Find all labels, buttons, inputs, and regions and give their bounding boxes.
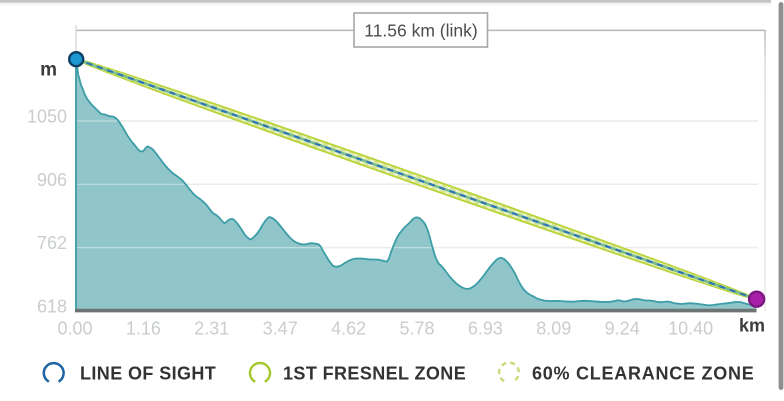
- svg-text:1ST FRESNEL ZONE: 1ST FRESNEL ZONE: [283, 364, 466, 384]
- svg-text:10.40: 10.40: [668, 319, 713, 339]
- svg-text:9.24: 9.24: [605, 319, 640, 339]
- svg-text:LINE OF SIGHT: LINE OF SIGHT: [80, 364, 216, 384]
- svg-text:906: 906: [37, 170, 67, 190]
- svg-text:km: km: [739, 316, 765, 336]
- svg-text:m: m: [40, 60, 57, 81]
- svg-text:1.16: 1.16: [126, 319, 161, 339]
- svg-text:618: 618: [37, 296, 67, 316]
- svg-text:3.47: 3.47: [263, 319, 298, 339]
- svg-text:4.62: 4.62: [331, 319, 366, 339]
- svg-text:1050: 1050: [27, 107, 67, 127]
- svg-text:762: 762: [37, 233, 67, 253]
- svg-text:2.31: 2.31: [194, 319, 229, 339]
- svg-text:6.93: 6.93: [468, 319, 503, 339]
- svg-text:0.00: 0.00: [57, 319, 92, 339]
- svg-text:60% CLEARANCE ZONE: 60% CLEARANCE ZONE: [532, 364, 755, 384]
- svg-text:5.78: 5.78: [399, 319, 434, 339]
- svg-text:8.09: 8.09: [536, 319, 571, 339]
- svg-text:11.56 km (link): 11.56 km (link): [364, 21, 477, 41]
